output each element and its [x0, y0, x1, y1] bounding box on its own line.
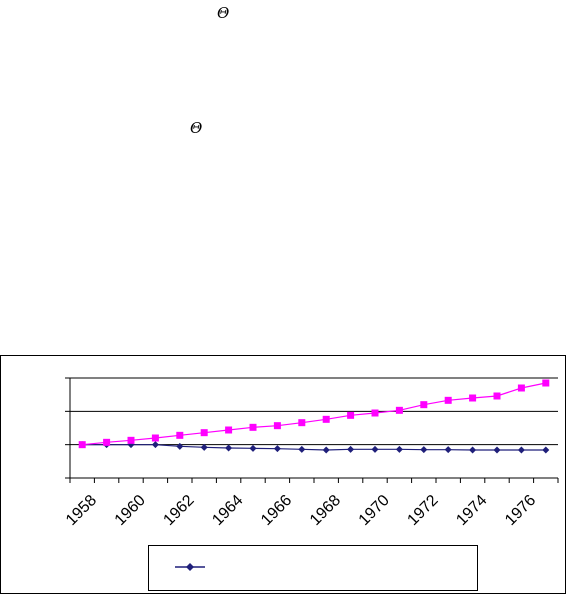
- theta-symbol-2: Θ: [190, 119, 203, 137]
- series-0-point: [176, 442, 184, 450]
- series-0-point: [347, 445, 355, 453]
- x-tick-label: 1974: [453, 492, 490, 529]
- series-0-point: [249, 444, 257, 452]
- series-1-point: [103, 438, 111, 446]
- series-0-point: [542, 446, 550, 454]
- series-1-point: [395, 406, 403, 414]
- series-0-point: [493, 446, 501, 454]
- series-0-point: [444, 446, 452, 454]
- x-tick-label: 1968: [307, 492, 344, 529]
- series-1-point: [78, 441, 86, 449]
- series-1-point: [127, 436, 135, 444]
- series-1-point: [151, 434, 159, 442]
- series-0-point: [151, 441, 159, 449]
- series-0-point: [200, 443, 208, 451]
- series-1-point: [444, 396, 452, 404]
- series-1-point: [200, 429, 208, 437]
- series-1-point: [493, 392, 501, 400]
- x-tick-label: 1960: [112, 492, 149, 529]
- theta-symbol-1: Θ: [217, 4, 230, 22]
- series-0-point: [322, 446, 330, 454]
- series-1-point: [517, 384, 525, 392]
- series-1-point: [298, 419, 306, 427]
- series-1-point: [273, 422, 281, 430]
- x-tick-label: 1976: [502, 492, 539, 529]
- series-1-line: [82, 382, 546, 446]
- chart-frame: [0, 355, 566, 594]
- series-1-point: [420, 401, 428, 409]
- chart-legend: [148, 545, 478, 591]
- series-0-point: [225, 444, 233, 452]
- series-0-point: [469, 446, 477, 454]
- series-1-point: [322, 415, 330, 423]
- series-1-point: [371, 409, 379, 417]
- series-1-point: [225, 426, 233, 434]
- series-0-line: [82, 444, 546, 451]
- series-0-point: [371, 445, 379, 453]
- series-0-point: [273, 445, 281, 453]
- x-tick-label: 1962: [160, 492, 197, 529]
- series-1-point: [542, 379, 550, 387]
- legend-series-marker: [175, 563, 205, 571]
- series-1-point: [249, 423, 257, 431]
- series-1-point: [469, 394, 477, 402]
- x-tick-label: 1966: [258, 492, 295, 529]
- x-tick-label: 1972: [404, 492, 441, 529]
- series-0-point: [298, 445, 306, 453]
- series-1-point: [347, 411, 355, 419]
- series-1-point: [176, 431, 184, 439]
- series-0-point: [420, 446, 428, 454]
- x-tick-label: 1958: [63, 492, 100, 529]
- x-tick-label: 1970: [356, 492, 393, 529]
- x-tick-label: 1964: [209, 492, 246, 529]
- series-0-point: [395, 445, 403, 453]
- series-0-point: [517, 446, 525, 454]
